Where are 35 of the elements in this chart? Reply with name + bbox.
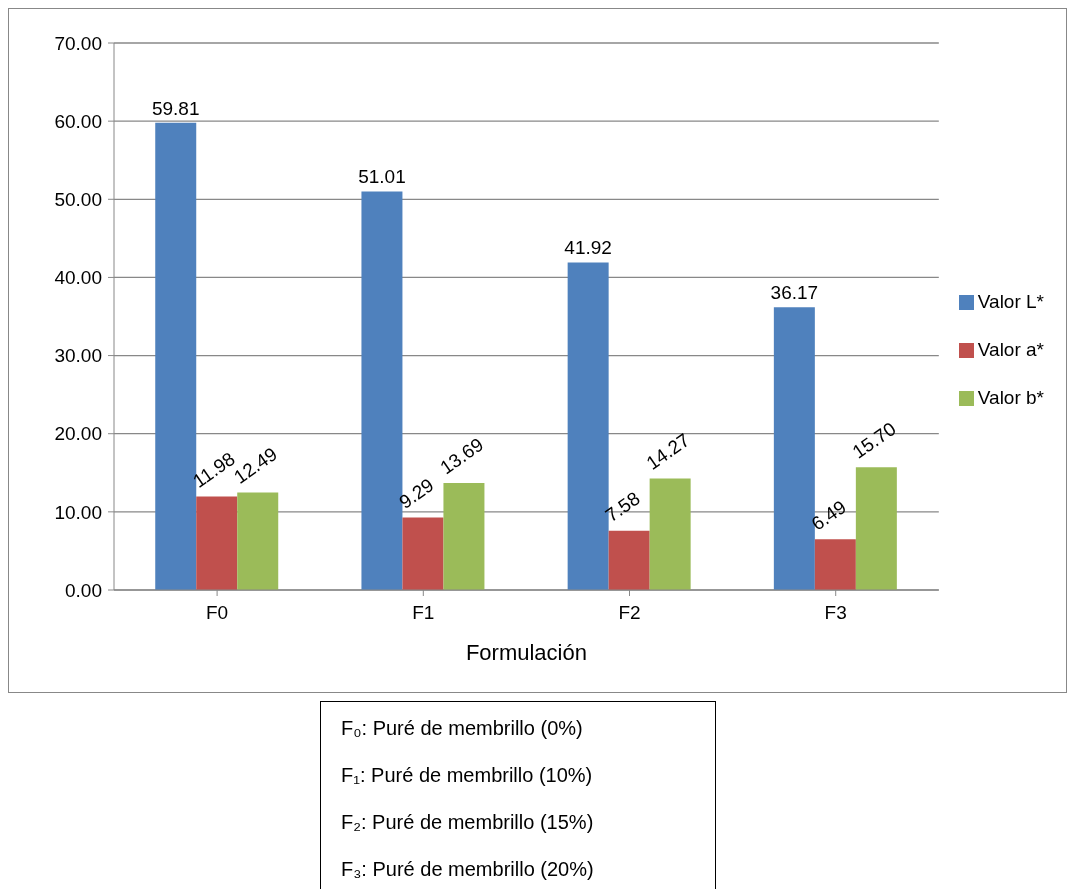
text: F₃: Puré de membrillo (20%) (341, 857, 595, 882)
data-label: 36.17 (770, 282, 819, 304)
bar (649, 478, 691, 590)
x-axis-title: Formulación (465, 640, 587, 665)
bar (855, 467, 897, 590)
data-label: 7.58 (601, 487, 644, 527)
y-tick-label: 60.00 (54, 110, 102, 132)
y-tick-label: 70.00 (54, 32, 102, 54)
text: F₀: Puré de membrillo (0%) (341, 716, 584, 741)
legend-label: Valor a* (977, 338, 1044, 360)
bar (814, 539, 856, 590)
legend-label: Valor L* (977, 290, 1044, 312)
text: F₂: Puré de membrillo (15%) (341, 810, 595, 835)
y-tick-label: 10.00 (54, 501, 102, 523)
y-tick-label: 30.00 (54, 345, 102, 367)
data-label: 9.29 (395, 474, 438, 513)
bar (237, 492, 279, 590)
x-tick-label: F2 (618, 602, 641, 624)
data-label: 41.92 (564, 237, 612, 259)
data-label: 59.81 (151, 97, 200, 119)
y-tick-label: 20.00 (54, 423, 102, 445)
x-tick-label: F1 (412, 602, 435, 624)
x-tick-label: F0 (206, 602, 229, 624)
bar (443, 483, 485, 590)
y-tick-label: 50.00 (54, 189, 102, 211)
bar (196, 496, 238, 590)
legend-label: Valor b* (977, 386, 1044, 408)
y-tick-label: 40.00 (54, 267, 102, 289)
bar (402, 517, 444, 590)
data-label: 6.49 (807, 496, 850, 535)
bar (608, 530, 650, 590)
x-tick-label: F3 (824, 602, 847, 624)
data-label: 51.01 (358, 166, 406, 188)
text: F₁: Puré de membrillo (10%) (341, 763, 594, 788)
y-tick-label: 0.00 (65, 579, 102, 601)
